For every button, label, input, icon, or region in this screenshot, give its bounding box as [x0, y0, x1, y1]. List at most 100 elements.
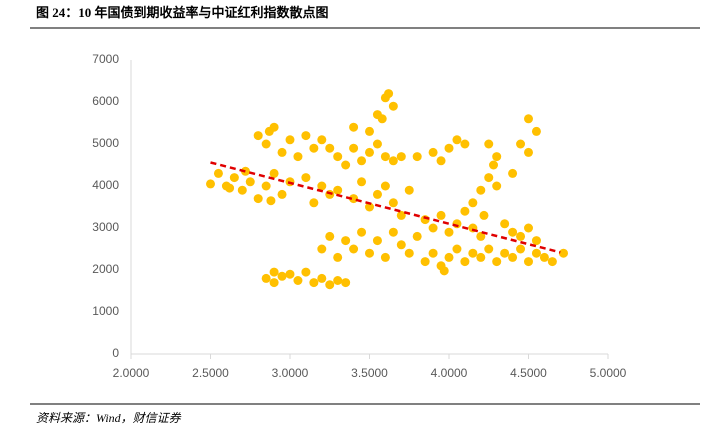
point	[372, 236, 382, 246]
point	[531, 248, 541, 258]
point	[388, 198, 398, 208]
point	[325, 231, 335, 241]
x-tick-label: 4.0000	[431, 366, 468, 380]
point	[333, 276, 343, 285]
point	[349, 122, 359, 132]
point	[365, 248, 374, 258]
point	[261, 273, 271, 283]
point	[372, 189, 382, 199]
point	[531, 236, 541, 246]
point	[479, 210, 489, 220]
point	[558, 248, 568, 258]
source-note: 资料来源：Wind，财信证券	[36, 411, 182, 425]
point	[388, 156, 398, 166]
point	[539, 252, 549, 262]
point	[508, 168, 518, 178]
x-tick-label: 2.5000	[192, 366, 229, 380]
point	[317, 244, 327, 254]
point	[516, 244, 526, 254]
x-tick-label: 3.5000	[351, 366, 388, 380]
point	[524, 147, 533, 157]
point	[261, 181, 271, 191]
point	[229, 173, 239, 183]
point	[277, 147, 287, 157]
point	[206, 179, 215, 189]
point	[245, 177, 255, 187]
point	[404, 248, 414, 258]
point	[388, 101, 398, 111]
point	[468, 248, 478, 258]
y-tick-label: 0	[112, 346, 119, 360]
point	[396, 210, 406, 220]
y-tick-label: 7000	[92, 52, 119, 66]
point	[492, 257, 502, 267]
point	[531, 126, 541, 136]
point	[380, 181, 390, 191]
point	[264, 126, 274, 136]
point	[253, 131, 263, 141]
point	[269, 278, 279, 288]
point	[293, 152, 303, 162]
point	[436, 156, 446, 166]
point	[285, 269, 295, 279]
point	[357, 227, 367, 237]
point	[428, 248, 438, 258]
point	[237, 185, 247, 195]
point	[377, 114, 387, 124]
point	[420, 257, 430, 267]
point	[333, 252, 343, 262]
point	[476, 185, 486, 195]
y-tick-label: 1000	[92, 304, 119, 318]
point	[460, 206, 470, 216]
y-tick-label: 6000	[92, 94, 119, 108]
point	[380, 252, 390, 262]
point	[508, 252, 518, 262]
point	[333, 185, 343, 195]
point	[484, 244, 494, 254]
point	[372, 139, 382, 149]
point	[213, 168, 223, 178]
point	[293, 276, 303, 285]
point	[309, 143, 319, 153]
point	[452, 135, 462, 145]
point	[516, 139, 526, 149]
point	[388, 227, 398, 237]
point	[317, 135, 327, 145]
point	[309, 198, 319, 208]
point	[341, 236, 351, 246]
point	[285, 135, 295, 145]
point	[428, 223, 438, 233]
point	[492, 181, 502, 191]
point	[428, 147, 438, 157]
point	[277, 271, 287, 281]
point	[269, 168, 279, 178]
point	[460, 257, 470, 267]
point	[508, 227, 518, 237]
x-tick-label: 4.5000	[510, 366, 547, 380]
point	[436, 210, 446, 220]
point	[365, 126, 374, 136]
point	[396, 240, 406, 250]
point	[341, 160, 351, 170]
point	[266, 196, 276, 206]
y-tick-label: 3000	[92, 220, 119, 234]
point	[468, 198, 478, 208]
point	[476, 252, 486, 262]
point	[349, 244, 359, 254]
trendline	[210, 161, 561, 254]
point	[444, 227, 454, 237]
point	[317, 273, 327, 283]
point	[301, 173, 311, 183]
point	[349, 143, 359, 153]
chart-title: 图 24：10 年国债到期收益率与中证红利指数散点图	[36, 5, 329, 20]
y-tick-label: 2000	[92, 262, 119, 276]
point	[333, 152, 343, 162]
point	[412, 231, 422, 241]
point	[489, 160, 499, 170]
point	[452, 244, 462, 254]
x-tick-label: 3.0000	[272, 366, 309, 380]
point	[484, 173, 494, 183]
point	[317, 181, 327, 191]
point	[412, 152, 422, 162]
